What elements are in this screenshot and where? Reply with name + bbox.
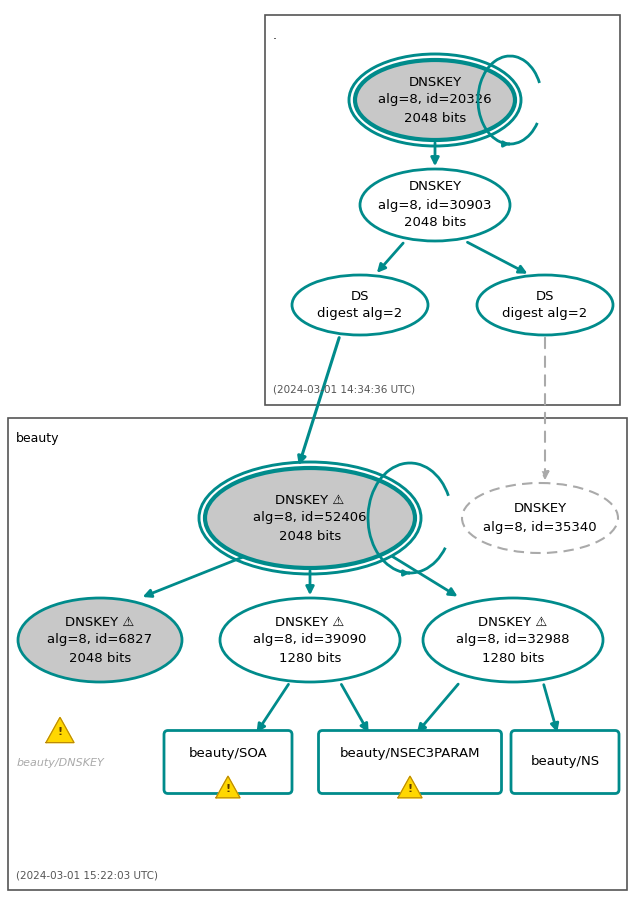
- Text: .: .: [273, 29, 277, 42]
- Ellipse shape: [423, 598, 603, 682]
- Text: DNSKEY ⚠
alg=8, id=52406
2048 bits: DNSKEY ⚠ alg=8, id=52406 2048 bits: [253, 494, 367, 542]
- Text: beauty/NSEC3PARAM: beauty/NSEC3PARAM: [340, 747, 480, 761]
- Text: DS
digest alg=2: DS digest alg=2: [502, 289, 587, 321]
- Ellipse shape: [292, 275, 428, 335]
- Bar: [8, 418, 627, 890]
- Polygon shape: [216, 777, 240, 798]
- Ellipse shape: [477, 275, 613, 335]
- Ellipse shape: [355, 60, 515, 140]
- Text: DNSKEY
alg=8, id=20326
2048 bits: DNSKEY alg=8, id=20326 2048 bits: [378, 75, 492, 124]
- Text: beauty: beauty: [16, 432, 60, 445]
- Text: DNSKEY
alg=8, id=35340: DNSKEY alg=8, id=35340: [483, 503, 597, 534]
- Text: beauty/NS: beauty/NS: [530, 755, 599, 768]
- Text: !: !: [408, 784, 413, 794]
- Ellipse shape: [220, 598, 400, 682]
- Text: DNSKEY ⚠
alg=8, id=6827
2048 bits: DNSKEY ⚠ alg=8, id=6827 2048 bits: [48, 616, 152, 664]
- Text: DNSKEY
alg=8, id=30903
2048 bits: DNSKEY alg=8, id=30903 2048 bits: [378, 180, 491, 230]
- Ellipse shape: [360, 169, 510, 241]
- Ellipse shape: [205, 468, 415, 568]
- Ellipse shape: [462, 483, 618, 553]
- Text: beauty/SOA: beauty/SOA: [189, 747, 267, 761]
- Polygon shape: [398, 777, 422, 798]
- FancyBboxPatch shape: [511, 731, 619, 793]
- Text: !: !: [57, 727, 63, 737]
- Polygon shape: [46, 718, 74, 743]
- FancyBboxPatch shape: [319, 731, 502, 793]
- Ellipse shape: [18, 598, 182, 682]
- Text: (2024-03-01 15:22:03 UTC): (2024-03-01 15:22:03 UTC): [16, 870, 158, 880]
- Text: beauty/DNSKEY: beauty/DNSKEY: [16, 758, 104, 768]
- Text: DNSKEY ⚠
alg=8, id=32988
1280 bits: DNSKEY ⚠ alg=8, id=32988 1280 bits: [457, 616, 570, 664]
- Text: DNSKEY ⚠
alg=8, id=39090
1280 bits: DNSKEY ⚠ alg=8, id=39090 1280 bits: [253, 616, 366, 664]
- Text: (2024-03-01 14:34:36 UTC): (2024-03-01 14:34:36 UTC): [273, 385, 415, 395]
- FancyBboxPatch shape: [164, 731, 292, 793]
- Bar: [265, 15, 620, 405]
- Text: DS
digest alg=2: DS digest alg=2: [318, 289, 403, 321]
- Text: !: !: [225, 784, 231, 794]
